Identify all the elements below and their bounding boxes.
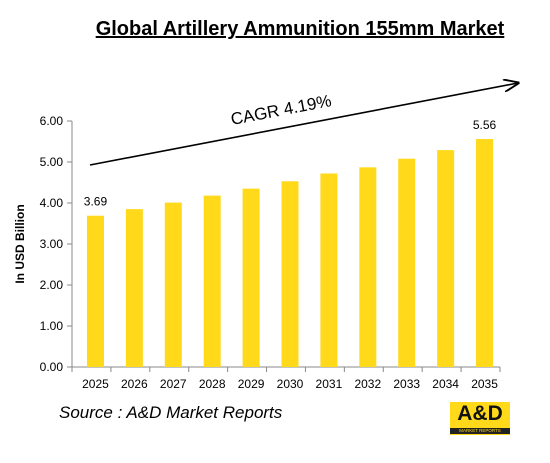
bar-2027 <box>164 202 182 367</box>
y-tick-label: 1.00 <box>40 319 64 333</box>
ad-logo: A&D MARKET REPORTS <box>450 402 510 435</box>
x-tick-label: 2025 <box>82 377 109 391</box>
y-tick-label: 6.00 <box>40 114 64 128</box>
y-axis-title: In USD Billion <box>13 204 27 283</box>
data-label-first: 3.69 <box>84 195 108 209</box>
bar-2030 <box>281 181 299 367</box>
x-tick-label: 2033 <box>393 377 420 391</box>
y-tick-label: 2.00 <box>40 278 64 292</box>
bar-chart: 0.00 1.00 2.00 3.00 4.00 5.00 6.00 In USD Billi… <box>13 0 550 391</box>
bar-2034 <box>437 150 455 367</box>
y-tick-label: 0.00 <box>40 360 64 374</box>
y-tick-label: 4.00 <box>40 196 64 210</box>
y-tick-label: 3.00 <box>40 237 64 251</box>
logo-text: A&D <box>457 402 503 425</box>
source-note: Source : A&D Market Reports <box>59 403 283 422</box>
x-tick-label: 2028 <box>199 377 226 391</box>
x-tick-label: 2034 <box>432 377 459 391</box>
logo-subtext: MARKET REPORTS <box>450 428 510 434</box>
bar-2033 <box>398 158 416 367</box>
y-tick-label: 5.00 <box>40 155 64 169</box>
cagr-annotation: CAGR 4.19% <box>229 91 333 129</box>
x-tick-label: 2029 <box>238 377 265 391</box>
x-tick-label: 2035 <box>471 377 498 391</box>
bar-2032 <box>359 167 377 367</box>
cagr-arrow <box>89 83 518 166</box>
chart-title: Global Artillery Ammunition 155mm Market <box>95 18 505 40</box>
bar-2035 <box>476 139 494 367</box>
bar-2029 <box>242 188 260 367</box>
bar-2026 <box>125 209 143 367</box>
x-tick-label: 2031 <box>316 377 343 391</box>
x-tick-label: 2026 <box>121 377 148 391</box>
data-label-last: 5.56 <box>473 118 497 132</box>
bar-2031 <box>320 173 338 367</box>
x-tick-label: 2030 <box>277 377 304 391</box>
x-tick-label: 2027 <box>160 377 187 391</box>
bar-2025 <box>86 215 104 367</box>
x-tick-label: 2032 <box>354 377 381 391</box>
bar-2028 <box>203 195 221 367</box>
